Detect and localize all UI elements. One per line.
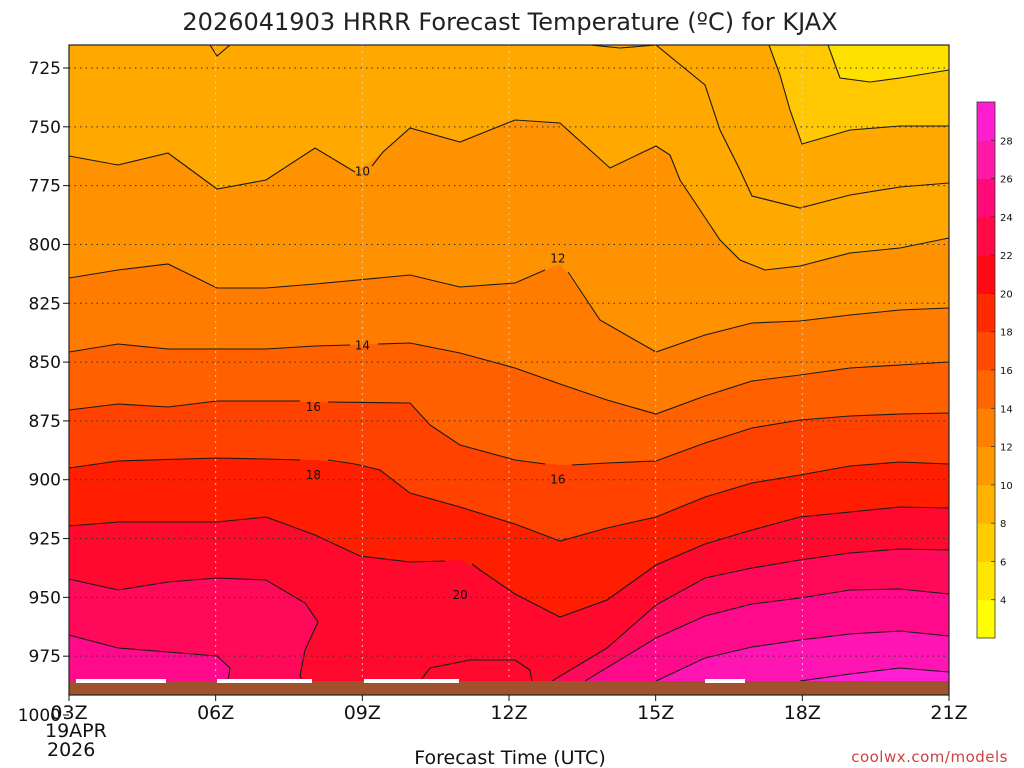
colorbar-segment (977, 408, 995, 448)
colorbar-label: 26 (1000, 175, 1013, 186)
y-tick-label: 975 (29, 647, 61, 667)
y-tick-label: 750 (29, 118, 61, 138)
y-tick-label: 800 (29, 235, 61, 255)
band-20-22-bump (420, 660, 532, 681)
colorbar-label: 4 (1000, 596, 1006, 607)
y-axis: 725 750 775 800 825 850 875 900 925 950 975 1000 (18, 59, 69, 726)
y-tick-label: 1000 (18, 706, 61, 726)
time-gridlines (215, 45, 803, 681)
x-tick-label: 06Z (197, 702, 234, 724)
y-tick-label: 725 (29, 59, 61, 79)
y-tick-label: 950 (29, 588, 61, 608)
colorbar: 4 6 8 10 12 14 16 18 20 22 24 26 28 (976, 101, 1013, 639)
x-tick-label: 09Z (344, 702, 381, 724)
x-tick-label: 03Z (50, 702, 87, 724)
colorbar-segment (977, 140, 995, 180)
colorbar-label: 20 (1000, 289, 1013, 300)
colorbar-label: 12 (1000, 443, 1013, 454)
colorbar-segment (977, 561, 995, 601)
colorbar-label: 8 (1000, 519, 1006, 530)
x-tick-label: 15Z (637, 702, 674, 724)
colorbar-segment (977, 484, 995, 524)
y-tick-label: 900 (29, 471, 61, 491)
y-tick-label: 825 (29, 294, 61, 314)
x-axis: 03Z 06Z 09Z 12Z 15Z 18Z 21Z (50, 695, 968, 724)
contour-label: 10 (355, 165, 370, 179)
colorbar-label: 16 (1000, 366, 1013, 377)
y-tick-label: 875 (29, 412, 61, 432)
contour-label: 20 (452, 588, 467, 602)
colorbar-segment (977, 331, 995, 371)
ground-strip-base (69, 681, 949, 695)
colorbar-segment (977, 446, 995, 486)
colorbar-label: 28 (1000, 136, 1013, 147)
colorbar-segment (977, 293, 995, 333)
plot-area (69, 45, 949, 681)
colorbar-segment (977, 102, 995, 141)
x-date-line1: 19APR (45, 720, 107, 742)
contour-labels: 10 12 14 16 18 16 20 (306, 165, 566, 602)
isotherms (69, 45, 949, 681)
x-tick-label: 21Z (930, 702, 967, 724)
credit-text: coolwx.com/models (851, 748, 1008, 766)
contour-label: 12 (550, 252, 565, 266)
colorbar-segment (977, 370, 995, 409)
colorbar-segment (977, 523, 995, 562)
y-tick-label: 850 (29, 353, 61, 373)
x-tick-label: 12Z (490, 702, 527, 724)
contour-label: 16 (306, 400, 321, 414)
band-4-6 (828, 45, 949, 82)
colorbar-segment (977, 599, 995, 639)
colorbar-segment (977, 255, 995, 294)
colorbar-segment (977, 216, 995, 256)
band-26-28 (656, 631, 949, 681)
colorbar-label: 6 (1000, 557, 1006, 568)
colorbar-label: 10 (1000, 481, 1013, 492)
colorbar-label: 14 (1000, 404, 1013, 415)
surface-markers-base (76, 680, 745, 683)
colorbar-label: 24 (1000, 213, 1013, 224)
colorbar-segment (977, 178, 995, 218)
contour-label: 14 (355, 339, 370, 353)
band-28-30 (800, 668, 949, 681)
y-tick-label: 925 (29, 530, 61, 550)
colorbar-label: 22 (1000, 251, 1013, 262)
contour-label: 18 (306, 468, 321, 482)
chart-title: 2026041903 HRRR Forecast Temperature (ºC… (182, 8, 837, 36)
y-tick-label: 775 (29, 177, 61, 197)
contour-label: 16 (550, 473, 565, 487)
x-axis-label: Forecast Time (UTC) (414, 747, 605, 768)
x-tick-label: 18Z (784, 702, 821, 724)
x-date-line2: 2026 (47, 739, 95, 761)
colorbar-label: 18 (1000, 328, 1013, 339)
